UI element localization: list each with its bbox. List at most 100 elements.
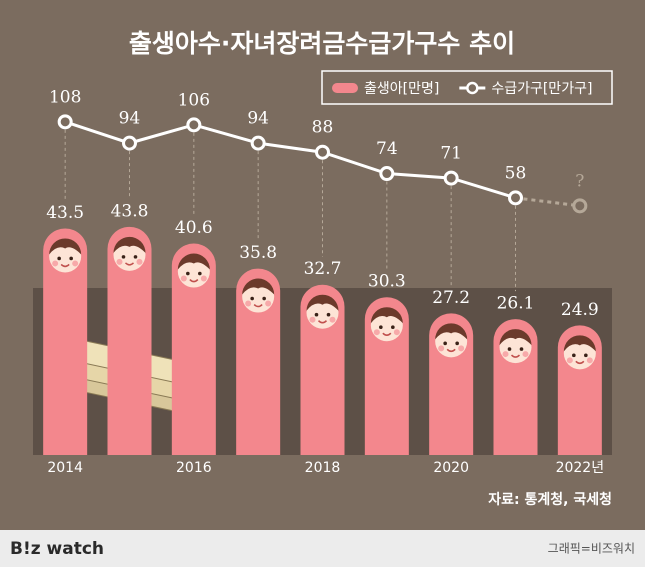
cheek: [180, 275, 187, 282]
face-icon: [499, 329, 532, 364]
x-tick-label: 2014: [47, 460, 83, 476]
mouth: [446, 348, 456, 353]
eye: [121, 255, 126, 259]
line-point: [379, 166, 395, 182]
line-point: [508, 190, 523, 206]
line: [64, 120, 516, 200]
hair: [113, 236, 146, 253]
hair: [435, 323, 468, 340]
mouth: [510, 354, 521, 358]
eye: [326, 312, 331, 317]
bar-value-label: 32.7: [304, 259, 342, 279]
eye: [250, 296, 254, 301]
hair: [177, 253, 210, 270]
footer-bar: [0, 530, 645, 567]
line-value-label: 94: [247, 109, 269, 129]
cheek: [373, 329, 380, 336]
eye: [57, 256, 61, 261]
line-point: [315, 144, 330, 160]
x-tick-label: 2016: [176, 460, 212, 476]
mouth: [575, 360, 585, 365]
chart-title: 출생아수·자녀장려금수급가구수 추이: [129, 29, 515, 58]
face-icon: [242, 278, 275, 313]
line-point: [250, 135, 266, 151]
eye: [133, 255, 138, 259]
eye: [69, 256, 73, 261]
cheek: [265, 300, 272, 307]
line-point: [122, 135, 137, 151]
source: 자료: 통계청, 국세청: [488, 492, 612, 508]
mouth: [317, 320, 328, 324]
x-tick-label: 2018: [305, 460, 341, 476]
legend-swatch: [332, 83, 358, 93]
legend-label: 출생아[만명]: [364, 81, 439, 97]
bar-value-label: 35.8: [239, 243, 277, 263]
face-icon: [49, 238, 82, 273]
line-value-label: 71: [440, 144, 462, 164]
hair: [563, 335, 596, 352]
cheek: [438, 345, 445, 352]
face-icon: [306, 294, 339, 329]
eye: [572, 353, 576, 358]
bar-value-label: 43.5: [46, 203, 84, 223]
mouth: [124, 262, 135, 266]
line-point: [443, 170, 459, 186]
cheek: [136, 258, 143, 265]
cheek: [586, 357, 593, 364]
eye: [262, 296, 266, 301]
credit: 그래픽=비즈워치: [548, 542, 635, 556]
x-tick-label: 2022년: [556, 460, 605, 476]
cheek: [245, 300, 252, 307]
bar: [236, 268, 281, 455]
cheek: [309, 316, 316, 323]
cheek: [72, 260, 79, 267]
hair: [242, 278, 275, 295]
cheek: [329, 316, 336, 323]
bar-value-label: 27.2: [432, 288, 470, 308]
mouth: [60, 263, 70, 268]
face-icon: [113, 236, 146, 271]
bar-value-label: 40.6: [175, 218, 213, 238]
hair: [306, 294, 339, 311]
legend-box: [321, 70, 613, 105]
projection-line: [515, 196, 581, 208]
eye: [507, 347, 512, 351]
face-icon: [370, 307, 403, 342]
bar-value-label: 30.3: [368, 272, 406, 292]
line-value-label: 108: [49, 87, 81, 107]
hair: [499, 329, 532, 346]
mouth: [382, 332, 392, 336]
line-value-label: 88: [312, 118, 334, 138]
face-icon: [435, 323, 468, 358]
brand: B!z watch: [10, 539, 104, 559]
cheek: [502, 351, 509, 358]
face-icon: [563, 335, 596, 370]
mouth: [253, 303, 263, 308]
annotation: ?: [575, 171, 584, 191]
mouth: [189, 278, 199, 283]
cheek: [200, 275, 207, 282]
face-icon: [177, 253, 210, 288]
eye: [379, 325, 383, 329]
hair: [49, 238, 82, 255]
cheek: [393, 329, 400, 336]
eye: [584, 353, 588, 358]
bar: [43, 228, 88, 455]
projection-point: [572, 198, 588, 214]
bar-value-label: 43.8: [111, 201, 149, 221]
legend-swatch: [466, 81, 479, 95]
bar: [300, 284, 345, 455]
bar-value-label: 26.1: [497, 294, 535, 314]
legend-label: 수급가구[만가구]: [491, 81, 592, 97]
line-value-label: 106: [178, 90, 210, 110]
eye: [198, 271, 202, 276]
bar: [171, 243, 216, 455]
eye: [314, 312, 319, 317]
line-value-label: 58: [505, 163, 527, 183]
bar-value-label: 24.9: [561, 300, 599, 320]
cheek: [116, 258, 123, 265]
line-value-label: 94: [119, 109, 141, 129]
eye: [391, 325, 395, 329]
cheek: [458, 345, 465, 352]
